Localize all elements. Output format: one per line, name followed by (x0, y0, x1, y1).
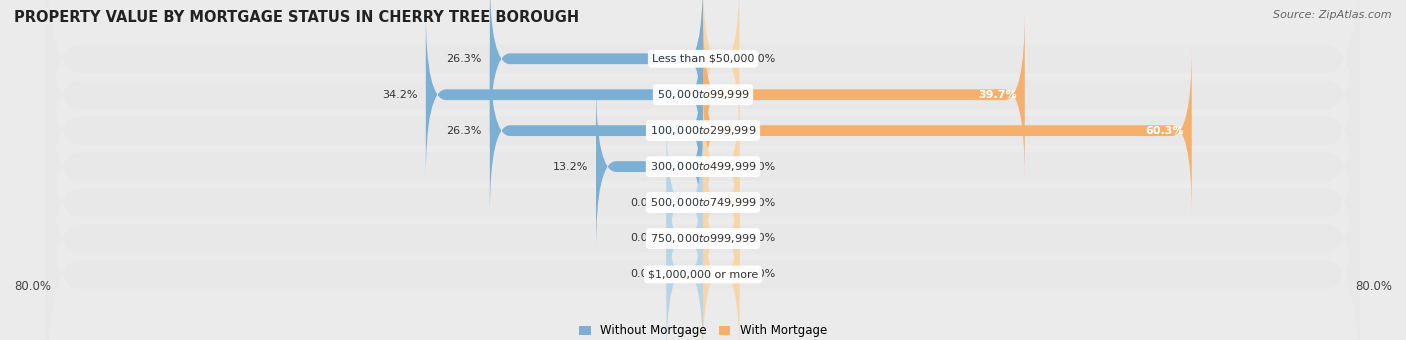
FancyBboxPatch shape (46, 73, 1360, 332)
Text: PROPERTY VALUE BY MORTGAGE STATUS IN CHERRY TREE BOROUGH: PROPERTY VALUE BY MORTGAGE STATUS IN CHE… (14, 10, 579, 25)
FancyBboxPatch shape (703, 190, 740, 340)
FancyBboxPatch shape (46, 0, 1360, 224)
Text: $500,000 to $749,999: $500,000 to $749,999 (650, 196, 756, 209)
Text: 0.0%: 0.0% (748, 234, 776, 243)
FancyBboxPatch shape (703, 82, 740, 251)
Text: $1,000,000 or more: $1,000,000 or more (648, 269, 758, 279)
FancyBboxPatch shape (46, 0, 1360, 188)
Text: 80.0%: 80.0% (1355, 280, 1392, 293)
Text: 0.0%: 0.0% (748, 269, 776, 279)
FancyBboxPatch shape (46, 1, 1360, 260)
FancyBboxPatch shape (666, 118, 703, 287)
Text: $100,000 to $299,999: $100,000 to $299,999 (650, 124, 756, 137)
FancyBboxPatch shape (703, 46, 1192, 215)
Text: $750,000 to $999,999: $750,000 to $999,999 (650, 232, 756, 245)
Text: 60.3%: 60.3% (1144, 126, 1184, 136)
Text: $300,000 to $499,999: $300,000 to $499,999 (650, 160, 756, 173)
Text: 34.2%: 34.2% (382, 90, 418, 100)
Text: 26.3%: 26.3% (446, 126, 482, 136)
FancyBboxPatch shape (666, 154, 703, 323)
Text: 0.0%: 0.0% (630, 234, 658, 243)
FancyBboxPatch shape (46, 145, 1360, 340)
FancyBboxPatch shape (46, 37, 1360, 296)
Legend: Without Mortgage, With Mortgage: Without Mortgage, With Mortgage (574, 319, 832, 340)
Text: 0.0%: 0.0% (748, 162, 776, 172)
FancyBboxPatch shape (596, 82, 703, 251)
FancyBboxPatch shape (703, 0, 740, 143)
FancyBboxPatch shape (703, 118, 740, 287)
FancyBboxPatch shape (666, 190, 703, 340)
Text: 0.0%: 0.0% (748, 198, 776, 207)
Text: 0.0%: 0.0% (630, 198, 658, 207)
FancyBboxPatch shape (703, 10, 1025, 179)
Text: 0.0%: 0.0% (630, 269, 658, 279)
FancyBboxPatch shape (489, 46, 703, 215)
Text: 0.0%: 0.0% (748, 54, 776, 64)
Text: 26.3%: 26.3% (446, 54, 482, 64)
Text: 39.7%: 39.7% (979, 90, 1017, 100)
Text: Less than $50,000: Less than $50,000 (652, 54, 754, 64)
FancyBboxPatch shape (426, 10, 703, 179)
Text: 13.2%: 13.2% (553, 162, 588, 172)
Text: $50,000 to $99,999: $50,000 to $99,999 (657, 88, 749, 101)
FancyBboxPatch shape (489, 0, 703, 143)
Text: Source: ZipAtlas.com: Source: ZipAtlas.com (1274, 10, 1392, 20)
FancyBboxPatch shape (46, 109, 1360, 340)
Text: 80.0%: 80.0% (14, 280, 51, 293)
FancyBboxPatch shape (703, 154, 740, 323)
